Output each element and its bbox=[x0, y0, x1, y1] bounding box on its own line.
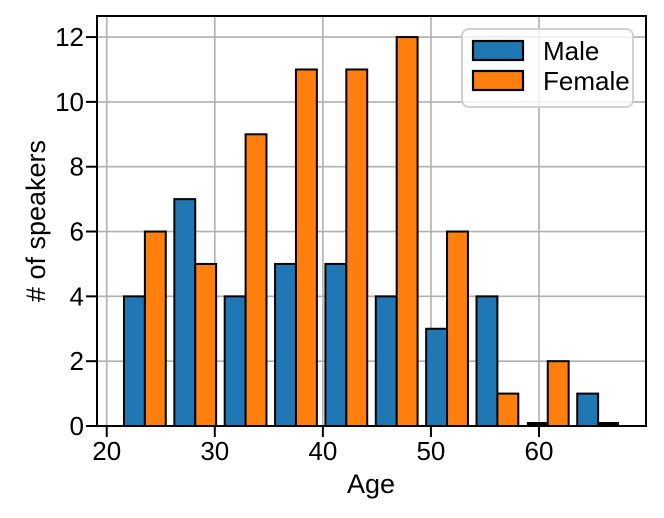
y-tick-label-12: 12 bbox=[55, 22, 84, 52]
bar-male-bin3 bbox=[223, 295, 247, 428]
ticks-layer: 20 30 40 50 60 0 2 4 6 8 10 12 bbox=[55, 22, 553, 466]
x-tick-label-30: 30 bbox=[200, 436, 229, 466]
bar-female-bin8 bbox=[496, 392, 520, 427]
bar-female-bin10-zero bbox=[598, 422, 620, 426]
bar-female-bin6 bbox=[395, 36, 419, 427]
x-tick-label-50: 50 bbox=[416, 436, 445, 466]
bar-female-bin1 bbox=[143, 230, 167, 427]
legend-label-female: Female bbox=[543, 66, 630, 96]
bar-male-bin7 bbox=[425, 327, 449, 427]
bar-female-bin2 bbox=[194, 262, 218, 427]
y-tick-label-10: 10 bbox=[55, 87, 84, 117]
bar-male-bin10 bbox=[576, 392, 600, 427]
legend-swatch-male bbox=[471, 39, 525, 62]
bar-female-bin5 bbox=[345, 68, 369, 427]
bar-male-bin4 bbox=[274, 262, 297, 427]
bar-male-bin5 bbox=[324, 262, 348, 427]
bar-female-bin9 bbox=[546, 360, 570, 427]
bar-male-bin2 bbox=[173, 198, 197, 427]
x-tick-label-40: 40 bbox=[308, 436, 337, 466]
y-tick-label-6: 6 bbox=[70, 217, 84, 247]
legend-swatch-female bbox=[471, 69, 525, 92]
y-axis-label: # of speakers bbox=[21, 140, 51, 302]
y-tick-label-2: 2 bbox=[70, 346, 84, 376]
bar-female-bin7 bbox=[446, 230, 469, 427]
bar-male-bin8 bbox=[475, 295, 499, 428]
legend: Male Female bbox=[461, 28, 634, 108]
y-tick-label-0: 0 bbox=[70, 411, 84, 441]
x-tick-label-20: 20 bbox=[92, 436, 121, 466]
bars-layer bbox=[122, 36, 620, 428]
x-axis-label: Age bbox=[347, 469, 395, 499]
x-tick-label-60: 60 bbox=[525, 436, 554, 466]
plot-border bbox=[96, 15, 647, 427]
bar-male-bin9-zero bbox=[526, 422, 548, 426]
bar-female-bin4 bbox=[294, 68, 318, 427]
bar-male-bin1 bbox=[122, 295, 146, 428]
y-tick-label-8: 8 bbox=[70, 152, 84, 182]
bar-female-bin3 bbox=[244, 133, 268, 428]
y-tick-label-4: 4 bbox=[70, 281, 84, 311]
legend-label-male: Male bbox=[543, 36, 599, 66]
bar-male-bin6 bbox=[374, 295, 398, 428]
